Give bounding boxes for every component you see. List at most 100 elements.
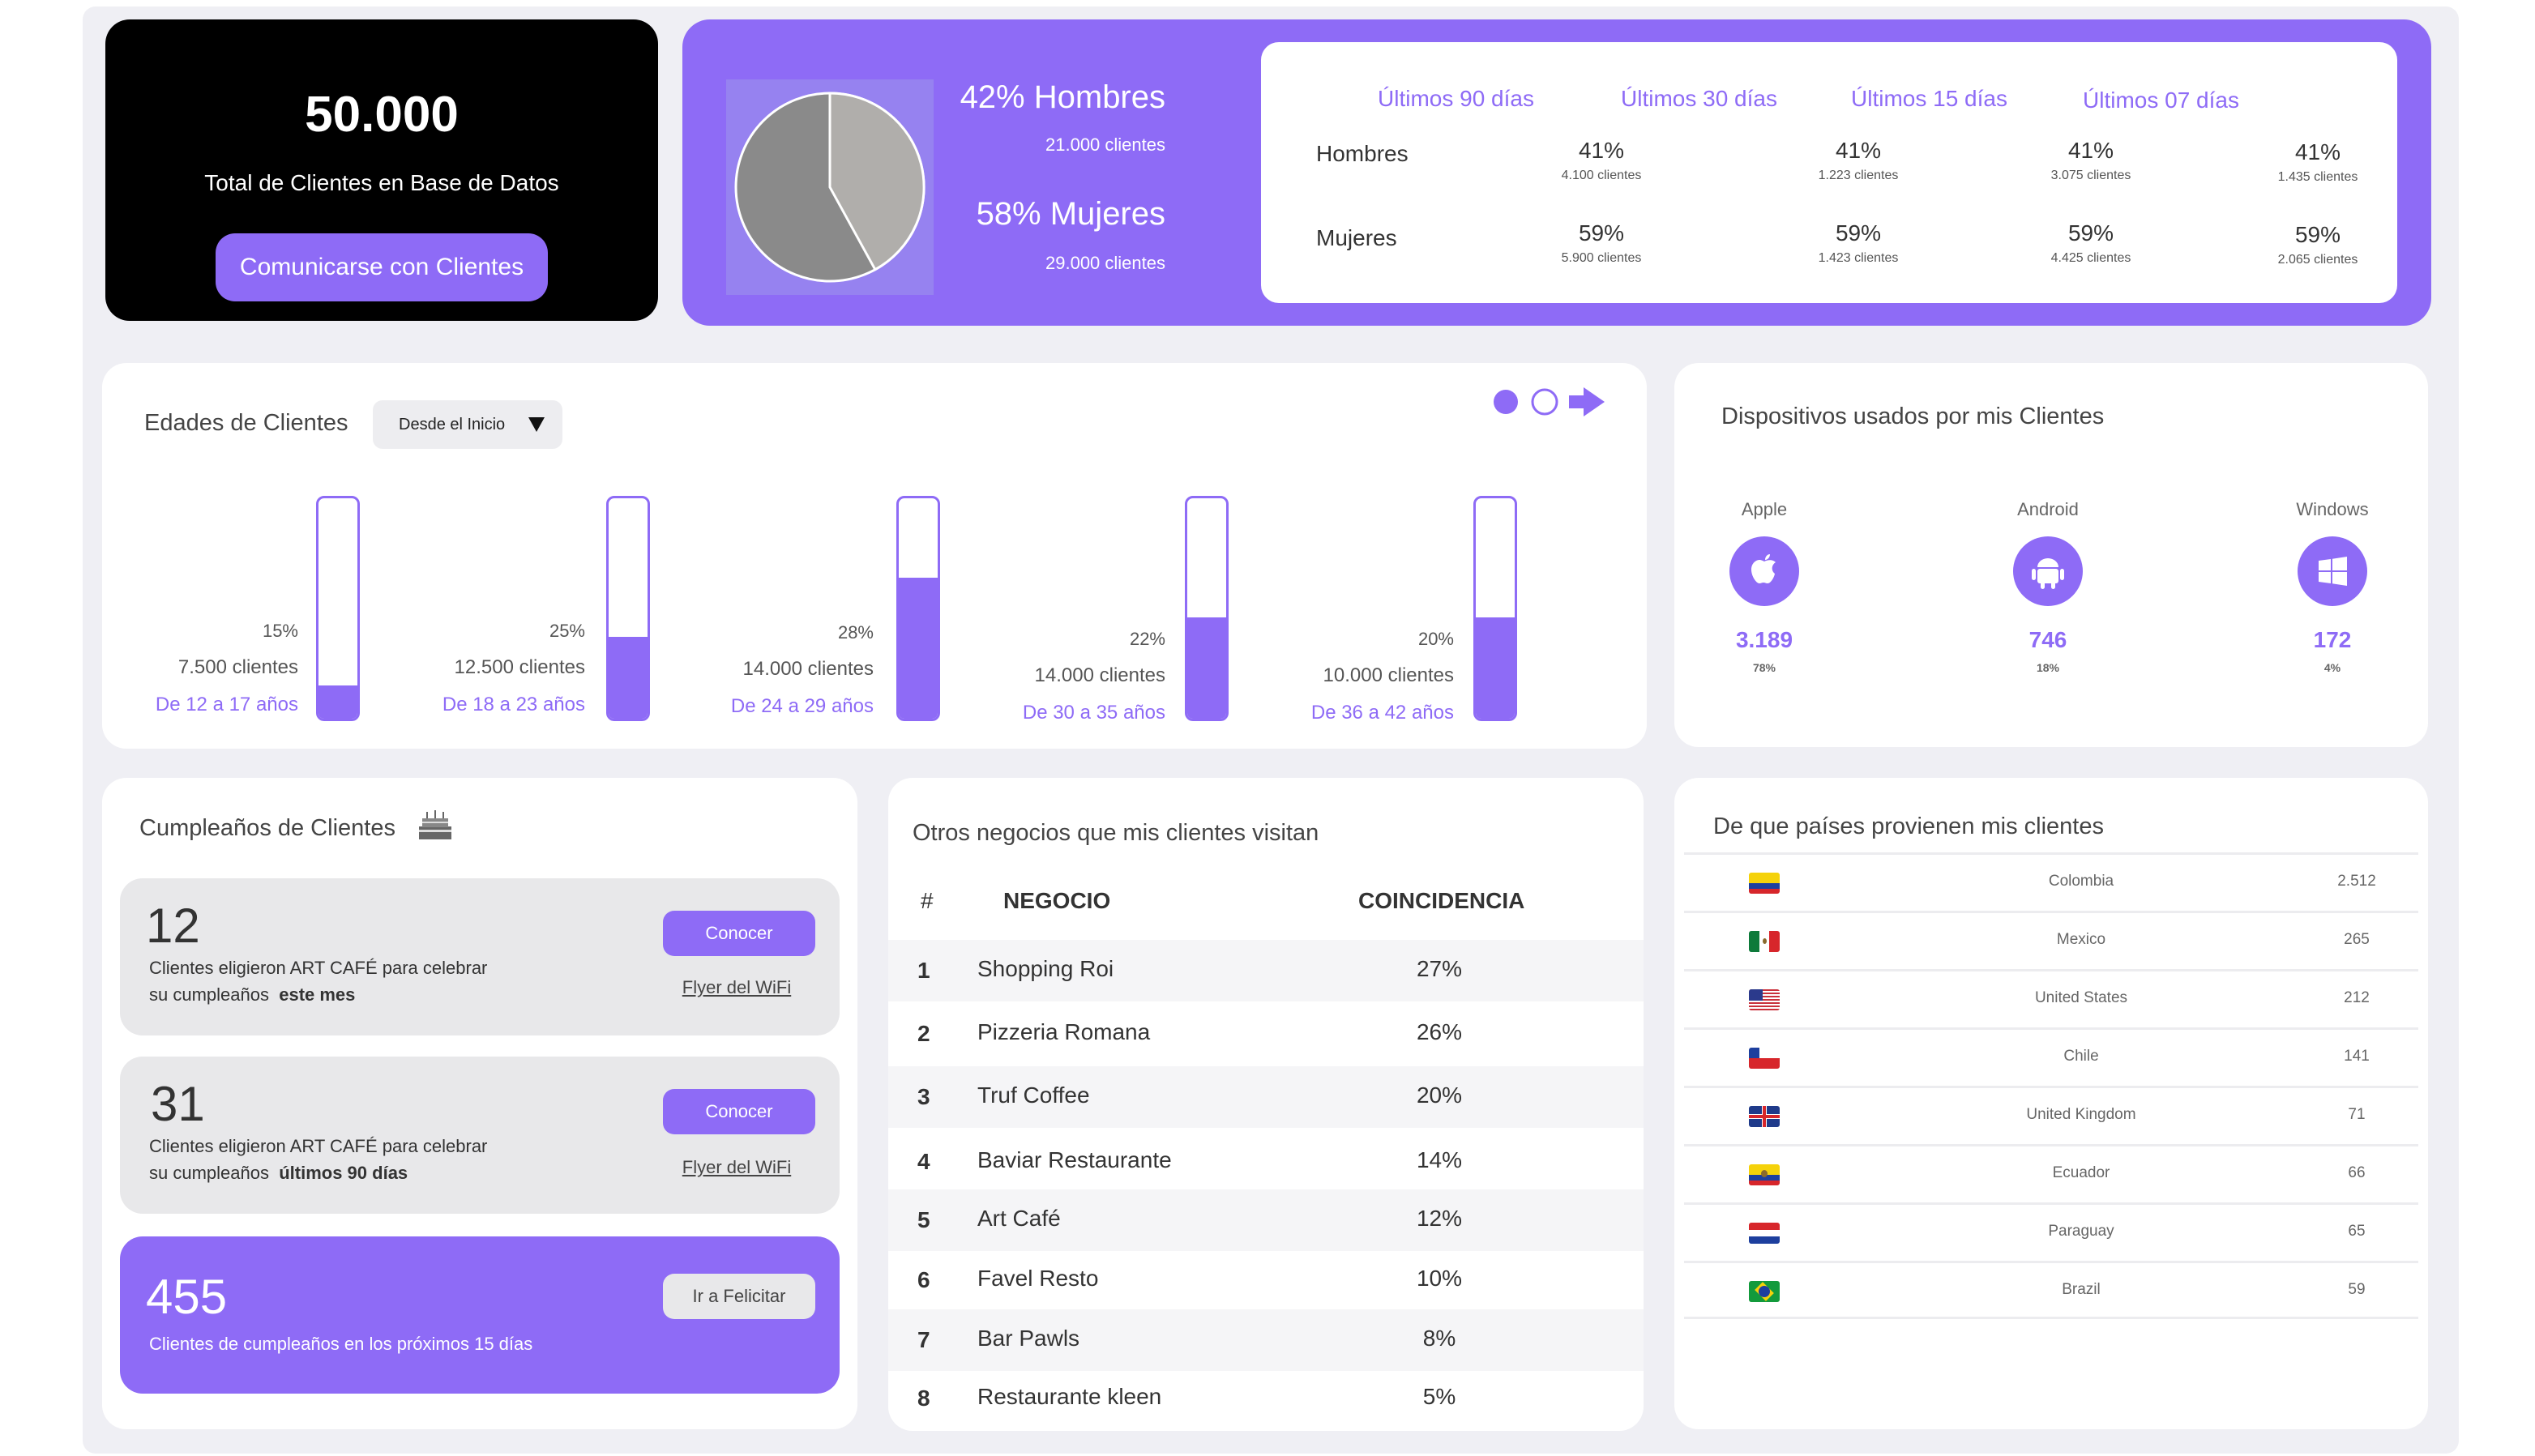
birthday-description: Clientes eligieron ART CAFÉ para celebra…: [149, 1136, 488, 1183]
age-count: 7.500 clientes: [177, 656, 298, 678]
age-range: De 30 a 35 años: [1022, 702, 1165, 724]
conocer-button[interactable]: Conocer: [663, 911, 815, 956]
country-row[interactable]: Chile 141: [1684, 1027, 2418, 1086]
birthday-description: Clientes eligieron ART CAFÉ para celebra…: [149, 958, 488, 1005]
row-label-women: Mujeres: [1316, 225, 1397, 250]
age-percent: 22%: [1129, 629, 1165, 649]
country-count: 212: [2344, 989, 2370, 1006]
flyer-wifi-link[interactable]: Flyer del WiFi: [682, 1157, 792, 1177]
table-row[interactable]: 4 Baviar Restaurante 14%: [888, 1131, 1644, 1193]
age-bar-fill: [609, 637, 648, 719]
age-percent: 25%: [549, 621, 585, 641]
device-count: 746: [2028, 627, 2067, 652]
row-number: 8: [917, 1386, 930, 1411]
windows-icon: [2298, 536, 2367, 606]
age-bar: [1185, 496, 1229, 721]
country-row[interactable]: Brazil 59: [1684, 1261, 2418, 1319]
country-row[interactable]: United States 212: [1684, 969, 2418, 1027]
ages-title: Edades de Clientes: [144, 410, 348, 436]
device-percent: 78%: [1752, 661, 1776, 674]
device-percent: 18%: [2036, 661, 2060, 674]
business-match: 26%: [1416, 1019, 1463, 1044]
country-row[interactable]: Paraguay 65: [1684, 1202, 2418, 1261]
age-group-label: 25% 12.500 clientes De 18 a 23 años: [374, 621, 585, 716]
row-number: 4: [917, 1149, 930, 1174]
business-name: Bar Pawls: [977, 1326, 1080, 1351]
business-match: 12%: [1416, 1206, 1463, 1231]
country-count: 66: [2348, 1164, 2366, 1181]
gender-pie-chart: [726, 79, 934, 295]
birthday-box-this-month: 12 Clientes eligieron ART CAFÉ para cele…: [120, 878, 840, 1035]
ecuador-flag-icon: [1749, 1164, 1780, 1185]
column-header: Últimos 90 días: [1378, 86, 1534, 111]
gender-card: 42% Hombres 21.000 clientes 58% Mujeres …: [682, 19, 2431, 326]
row-number: 6: [917, 1267, 930, 1292]
apple-icon: [1729, 536, 1799, 606]
country-name: Mexico: [2056, 931, 2106, 948]
age-group-label: 22% 14.000 clientes De 30 a 35 años: [955, 629, 1165, 724]
country-row[interactable]: Mexico 265: [1684, 911, 2418, 969]
table-cell: 41% 1.435 clientes: [2277, 139, 2358, 184]
device-apple: Apple 3.189 78%: [1683, 499, 1845, 674]
birthday-box-next-15-days: 455 Clientes de cumpleaños en los próxim…: [120, 1236, 840, 1394]
total-clients-card: 50.000 Total de Clientes en Base de Dato…: [105, 19, 658, 321]
birthday-count: 31: [151, 1077, 205, 1131]
table-cell: 41% 1.223 clientes: [1818, 138, 1899, 182]
age-count: 14.000 clientes: [1034, 664, 1165, 686]
business-name: Restaurante kleen: [977, 1384, 1162, 1409]
uk-flag-icon: [1749, 1106, 1780, 1127]
communicate-clients-button[interactable]: Comunicarse con Clientes: [216, 233, 548, 301]
business-name: Favel Resto: [977, 1266, 1099, 1291]
birthdays-title: Cumpleaños de Clientes: [139, 815, 395, 841]
device-name: Android: [2017, 499, 2079, 519]
age-bar-fill: [1187, 617, 1226, 719]
country-row[interactable]: United Kingdom 71: [1684, 1086, 2418, 1144]
flyer-wifi-link[interactable]: Flyer del WiFi: [682, 977, 792, 997]
business-match: 8%: [1422, 1326, 1456, 1351]
table-row[interactable]: 3 Truf Coffee 20%: [888, 1066, 1644, 1128]
congratulate-button[interactable]: Ir a Felicitar: [663, 1274, 815, 1319]
date-range-select-value: Desde el Inicio: [399, 416, 506, 433]
business-match: 14%: [1416, 1147, 1463, 1172]
age-percent: 15%: [262, 621, 298, 641]
table-cell: 41% 3.075 clientes: [2050, 138, 2131, 182]
pagination-dot-active[interactable]: [1494, 390, 1518, 414]
age-count: 12.500 clientes: [454, 656, 585, 678]
table-row[interactable]: 5 Art Café 12%: [888, 1189, 1644, 1251]
pagination-dot[interactable]: [1531, 388, 1558, 416]
women-count-label: 29.000 clientes: [1045, 253, 1165, 273]
age-count: 14.000 clientes: [742, 658, 874, 680]
businesses-table-header: # NEGOCIO COINCIDENCIA: [888, 888, 1644, 920]
countries-title: De que países provienen mis clientes: [1713, 813, 2104, 839]
table-cell: 59% 1.423 clientes: [1818, 220, 1899, 265]
birthdays-card: Cumpleaños de Clientes 12 Clientes eligi…: [102, 778, 857, 1429]
column-header: #: [921, 888, 934, 913]
table-cell: 41% 4.100 clientes: [1561, 138, 1642, 182]
table-row[interactable]: 2 Pizzeria Romana 26%: [888, 1003, 1644, 1065]
table-row[interactable]: 8 Restaurante kleen 5%: [888, 1368, 1644, 1429]
business-name: Shopping Roi: [977, 956, 1114, 981]
countries-card: De que países provienen mis clientes Col…: [1674, 778, 2428, 1429]
pagination-controls: [1493, 384, 1631, 429]
date-range-select[interactable]: Desde el Inicio: [373, 400, 562, 449]
age-bar-fill: [318, 685, 357, 719]
table-row[interactable]: 6 Favel Resto 10%: [888, 1249, 1644, 1311]
mexico-flag-icon: [1749, 931, 1780, 952]
age-group-label: 28% 14.000 clientes De 24 a 29 años: [663, 622, 874, 718]
businesses-card: Otros negocios que mis clientes visitan …: [888, 778, 1644, 1431]
country-row[interactable]: Ecuador 66: [1684, 1144, 2418, 1202]
birthday-count: 12: [146, 899, 200, 953]
gender-period-table: Últimos 90 días Últimos 30 días Últimos …: [1261, 42, 2397, 303]
country-name: Ecuador: [2052, 1164, 2110, 1181]
conocer-button[interactable]: Conocer: [663, 1089, 815, 1134]
row-number: 3: [917, 1084, 930, 1109]
country-row[interactable]: Colombia 2.512: [1684, 852, 2418, 911]
ages-card: Edades de Clientes Desde el Inicio 15% 7.…: [102, 363, 1647, 749]
age-range: De 36 a 42 años: [1310, 702, 1454, 724]
country-count: 265: [2344, 931, 2370, 948]
row-number: 5: [917, 1207, 930, 1232]
row-label-men: Hombres: [1316, 141, 1409, 166]
table-row[interactable]: 1 Shopping Roi 27%: [888, 940, 1644, 1001]
table-row[interactable]: 7 Bar Pawls 8%: [888, 1309, 1644, 1371]
next-arrow-icon[interactable]: [1569, 387, 1605, 416]
